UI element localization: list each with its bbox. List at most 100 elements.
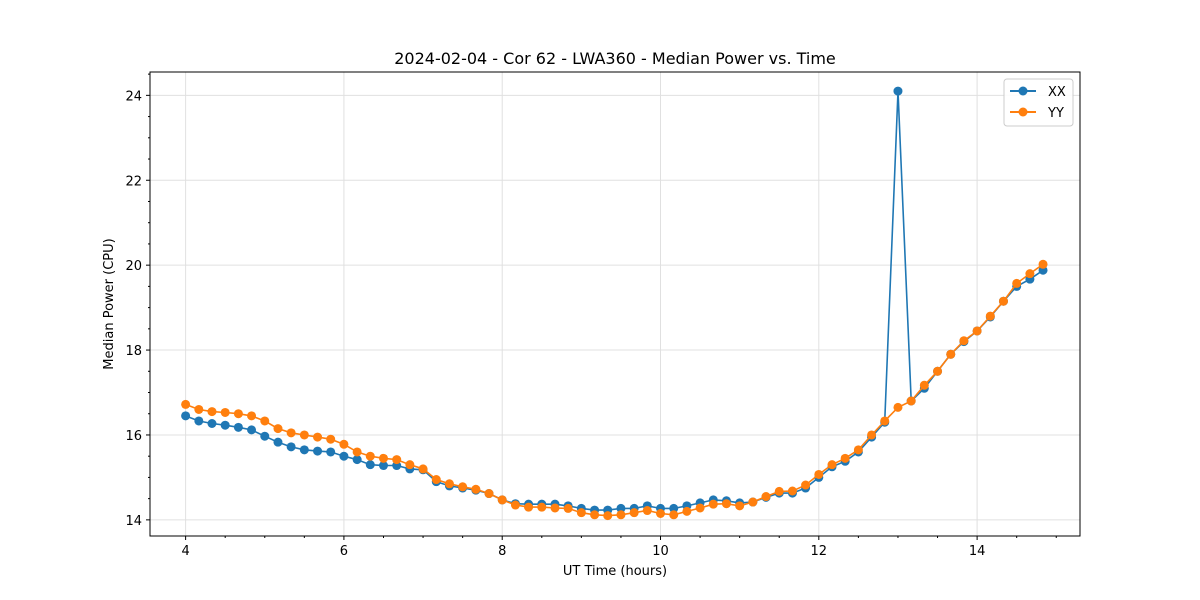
data-point-yy — [365, 451, 375, 461]
data-point-xx — [378, 461, 388, 471]
data-point-yy — [339, 439, 349, 449]
data-point-xx — [893, 86, 903, 96]
data-point-xx — [365, 460, 375, 470]
data-point-yy — [721, 499, 731, 509]
data-point-xx — [233, 422, 243, 432]
data-point-yy — [444, 479, 454, 489]
data-point-yy — [181, 399, 191, 409]
data-point-yy — [550, 503, 560, 513]
data-point-xx — [286, 442, 296, 452]
data-point-yy — [1012, 278, 1022, 288]
data-point-yy — [220, 407, 230, 417]
data-point-yy — [286, 428, 296, 438]
data-point-yy — [405, 460, 415, 470]
y-tick-label: 16 — [125, 429, 142, 444]
data-point-yy — [708, 499, 718, 509]
data-point-xx — [181, 411, 191, 421]
x-tick-label: 6 — [340, 544, 348, 559]
data-point-yy — [959, 336, 969, 346]
data-point-yy — [299, 430, 309, 440]
data-point-yy — [458, 482, 468, 492]
x-tick-label: 4 — [181, 544, 189, 559]
data-point-yy — [972, 326, 982, 336]
data-point-yy — [233, 409, 243, 419]
legend: XX YY — [1003, 78, 1074, 127]
x-tick-label: 12 — [811, 544, 828, 559]
data-point-xx — [669, 503, 679, 513]
data-point-yy — [787, 486, 797, 496]
x-tick-label: 8 — [498, 544, 506, 559]
data-point-yy — [207, 407, 217, 417]
data-point-yy — [563, 503, 573, 513]
y-tick-label: 20 — [125, 259, 142, 274]
data-point-yy — [735, 501, 745, 511]
data-point-yy — [827, 460, 837, 470]
y-tick-label: 24 — [125, 89, 142, 104]
data-point-xx — [299, 445, 309, 455]
data-point-yy — [590, 510, 600, 520]
data-point-yy — [774, 486, 784, 496]
legend-marker-yy — [1018, 107, 1028, 117]
data-point-yy — [418, 464, 428, 474]
data-point-xx — [194, 416, 204, 426]
data-point-yy — [313, 432, 323, 442]
data-point-xx — [313, 446, 323, 456]
legend-marker-xx — [1018, 86, 1028, 96]
data-point-yy — [616, 510, 626, 520]
data-point-yy — [669, 510, 679, 520]
data-point-yy — [510, 500, 520, 510]
legend-label-yy: YY — [1047, 106, 1064, 121]
y-tick-label: 22 — [125, 174, 142, 189]
data-point-yy — [998, 296, 1008, 306]
data-point-yy — [273, 424, 283, 434]
data-point-yy — [748, 497, 758, 507]
chart-title: 2024-02-04 - Cor 62 - LWA360 - Median Po… — [394, 49, 836, 68]
data-point-yy — [247, 411, 257, 421]
ticks: 4 6 8 10 12 14 14 16 18 20 22 24 — [125, 73, 1057, 559]
x-tick-label: 14 — [969, 544, 986, 559]
data-point-xx — [326, 447, 336, 457]
data-point-yy — [840, 453, 850, 463]
data-point-yy — [880, 416, 890, 426]
data-point-yy — [893, 402, 903, 412]
data-point-xx — [260, 431, 270, 441]
data-point-yy — [194, 404, 204, 414]
data-point-yy — [985, 311, 995, 321]
data-point-yy — [656, 509, 666, 519]
data-point-xx — [273, 437, 283, 447]
data-point-yy — [919, 380, 929, 390]
data-point-yy — [642, 506, 652, 516]
y-tick-label: 18 — [125, 344, 142, 359]
data-point-yy — [853, 445, 863, 455]
data-point-yy — [814, 469, 824, 479]
data-point-yy — [431, 475, 441, 485]
x-tick-label: 10 — [652, 544, 669, 559]
data-point-yy — [392, 455, 402, 465]
data-point-xx — [207, 419, 217, 429]
data-point-yy — [603, 511, 613, 521]
data-point-xx — [616, 503, 626, 513]
data-point-yy — [1025, 269, 1035, 279]
data-point-yy — [906, 396, 916, 406]
data-point-yy — [524, 502, 534, 512]
data-point-xx — [247, 425, 257, 435]
data-point-yy — [933, 366, 943, 376]
data-point-xx — [220, 420, 230, 430]
x-axis-label: UT Time (hours) — [563, 564, 667, 579]
data-point-yy — [260, 416, 270, 426]
series-layer — [181, 86, 1048, 521]
data-point-yy — [352, 447, 362, 457]
y-axis-label: Median Power (CPU) — [102, 238, 117, 369]
data-point-yy — [761, 492, 771, 502]
data-point-yy — [471, 484, 481, 494]
data-point-yy — [497, 495, 507, 505]
data-point-yy — [576, 508, 586, 518]
data-point-yy — [867, 430, 877, 440]
data-point-yy — [682, 506, 692, 516]
data-point-yy — [946, 349, 956, 359]
data-point-yy — [484, 489, 494, 499]
plot-frame — [149, 71, 1081, 537]
data-point-yy — [629, 508, 639, 518]
data-point-yy — [537, 502, 547, 512]
